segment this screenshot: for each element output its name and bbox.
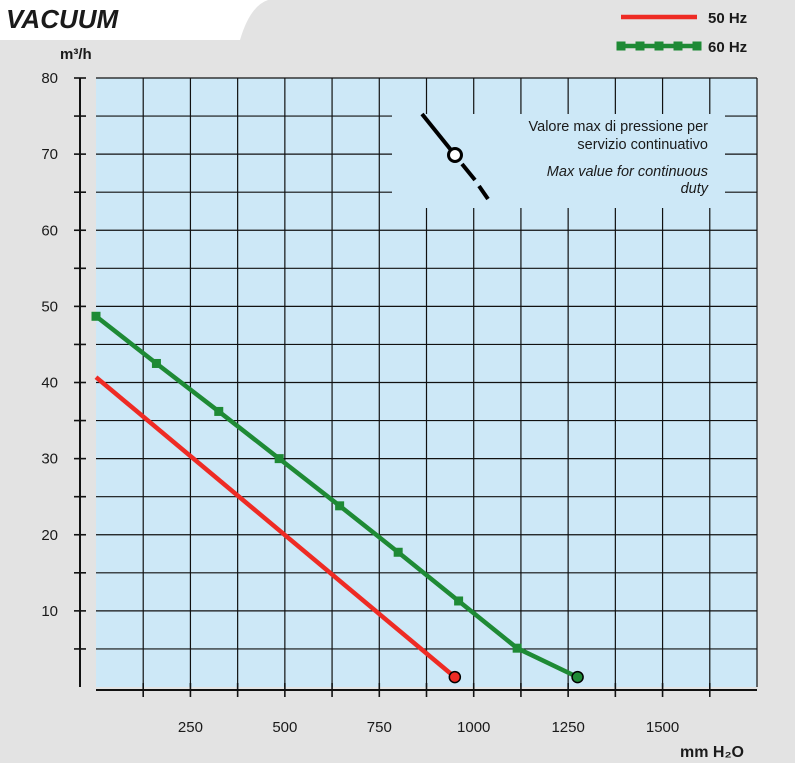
title-tab: [0, 0, 268, 40]
x-axis-label: mm H₂O: [680, 744, 744, 761]
chart-title: VACUUM: [6, 4, 120, 34]
x-tick-label: 250: [178, 719, 203, 736]
annotation-pointer-line: [477, 184, 490, 201]
legend: 50 Hz 60 Hz: [616, 10, 747, 56]
x-tick-label: 750: [367, 719, 392, 736]
annotation-text-en: Max value for continuous: [547, 164, 708, 180]
legend-swatch-marker: [616, 41, 626, 51]
legend-swatch-marker: [673, 41, 683, 51]
legend-label: 50 Hz: [708, 10, 747, 27]
y-tick-label: 10: [41, 603, 58, 620]
annotation-marker: [447, 147, 463, 163]
annotation-text-en: duty: [681, 181, 709, 197]
legend-label: 60 Hz: [708, 39, 747, 56]
annotation-text-it: Valore max di pressione per: [529, 119, 709, 135]
annotation-box: [392, 114, 725, 208]
y-tick-label: 60: [41, 222, 58, 239]
y-tick-label: 70: [41, 146, 58, 163]
legend-swatch-marker: [692, 41, 702, 51]
annotation: Valore max di pressione per servizio cont…: [392, 112, 725, 208]
series-end-point: [448, 670, 462, 684]
y-tick-label: 40: [41, 375, 58, 392]
axes: 10 20 30 40 50 60 70 80 250 500 750 1000 1250 1500: [41, 70, 757, 736]
annotation-pointer-line: [420, 112, 457, 157]
series-line-1: [94, 375, 457, 679]
legend-swatch-marker: [635, 41, 645, 51]
series-lines: [91, 311, 584, 684]
y-tick-label: 20: [41, 527, 58, 544]
series-point: [214, 406, 224, 416]
legend-swatch-marker: [654, 41, 664, 51]
x-tick-label: 1250: [551, 719, 584, 736]
series-end-point: [571, 670, 584, 684]
series-point: [91, 311, 101, 321]
series-point: [335, 501, 345, 511]
y-tick-label: 80: [41, 70, 58, 87]
y-tick-label: 50: [41, 298, 58, 315]
series-point: [151, 358, 161, 368]
y-tick-label: 30: [41, 451, 58, 468]
series-point: [454, 596, 464, 606]
y-axis-label: m³/h: [60, 46, 92, 63]
x-tick-label: 500: [272, 719, 297, 736]
series-point: [512, 643, 522, 653]
series-point: [393, 547, 403, 557]
x-tick-label: 1000: [457, 719, 490, 736]
series-point: [274, 454, 284, 464]
annotation-text-it: servizio continuativo: [577, 137, 708, 153]
x-tick-label: 1500: [646, 719, 679, 736]
annotation-pointer-line: [460, 162, 477, 182]
